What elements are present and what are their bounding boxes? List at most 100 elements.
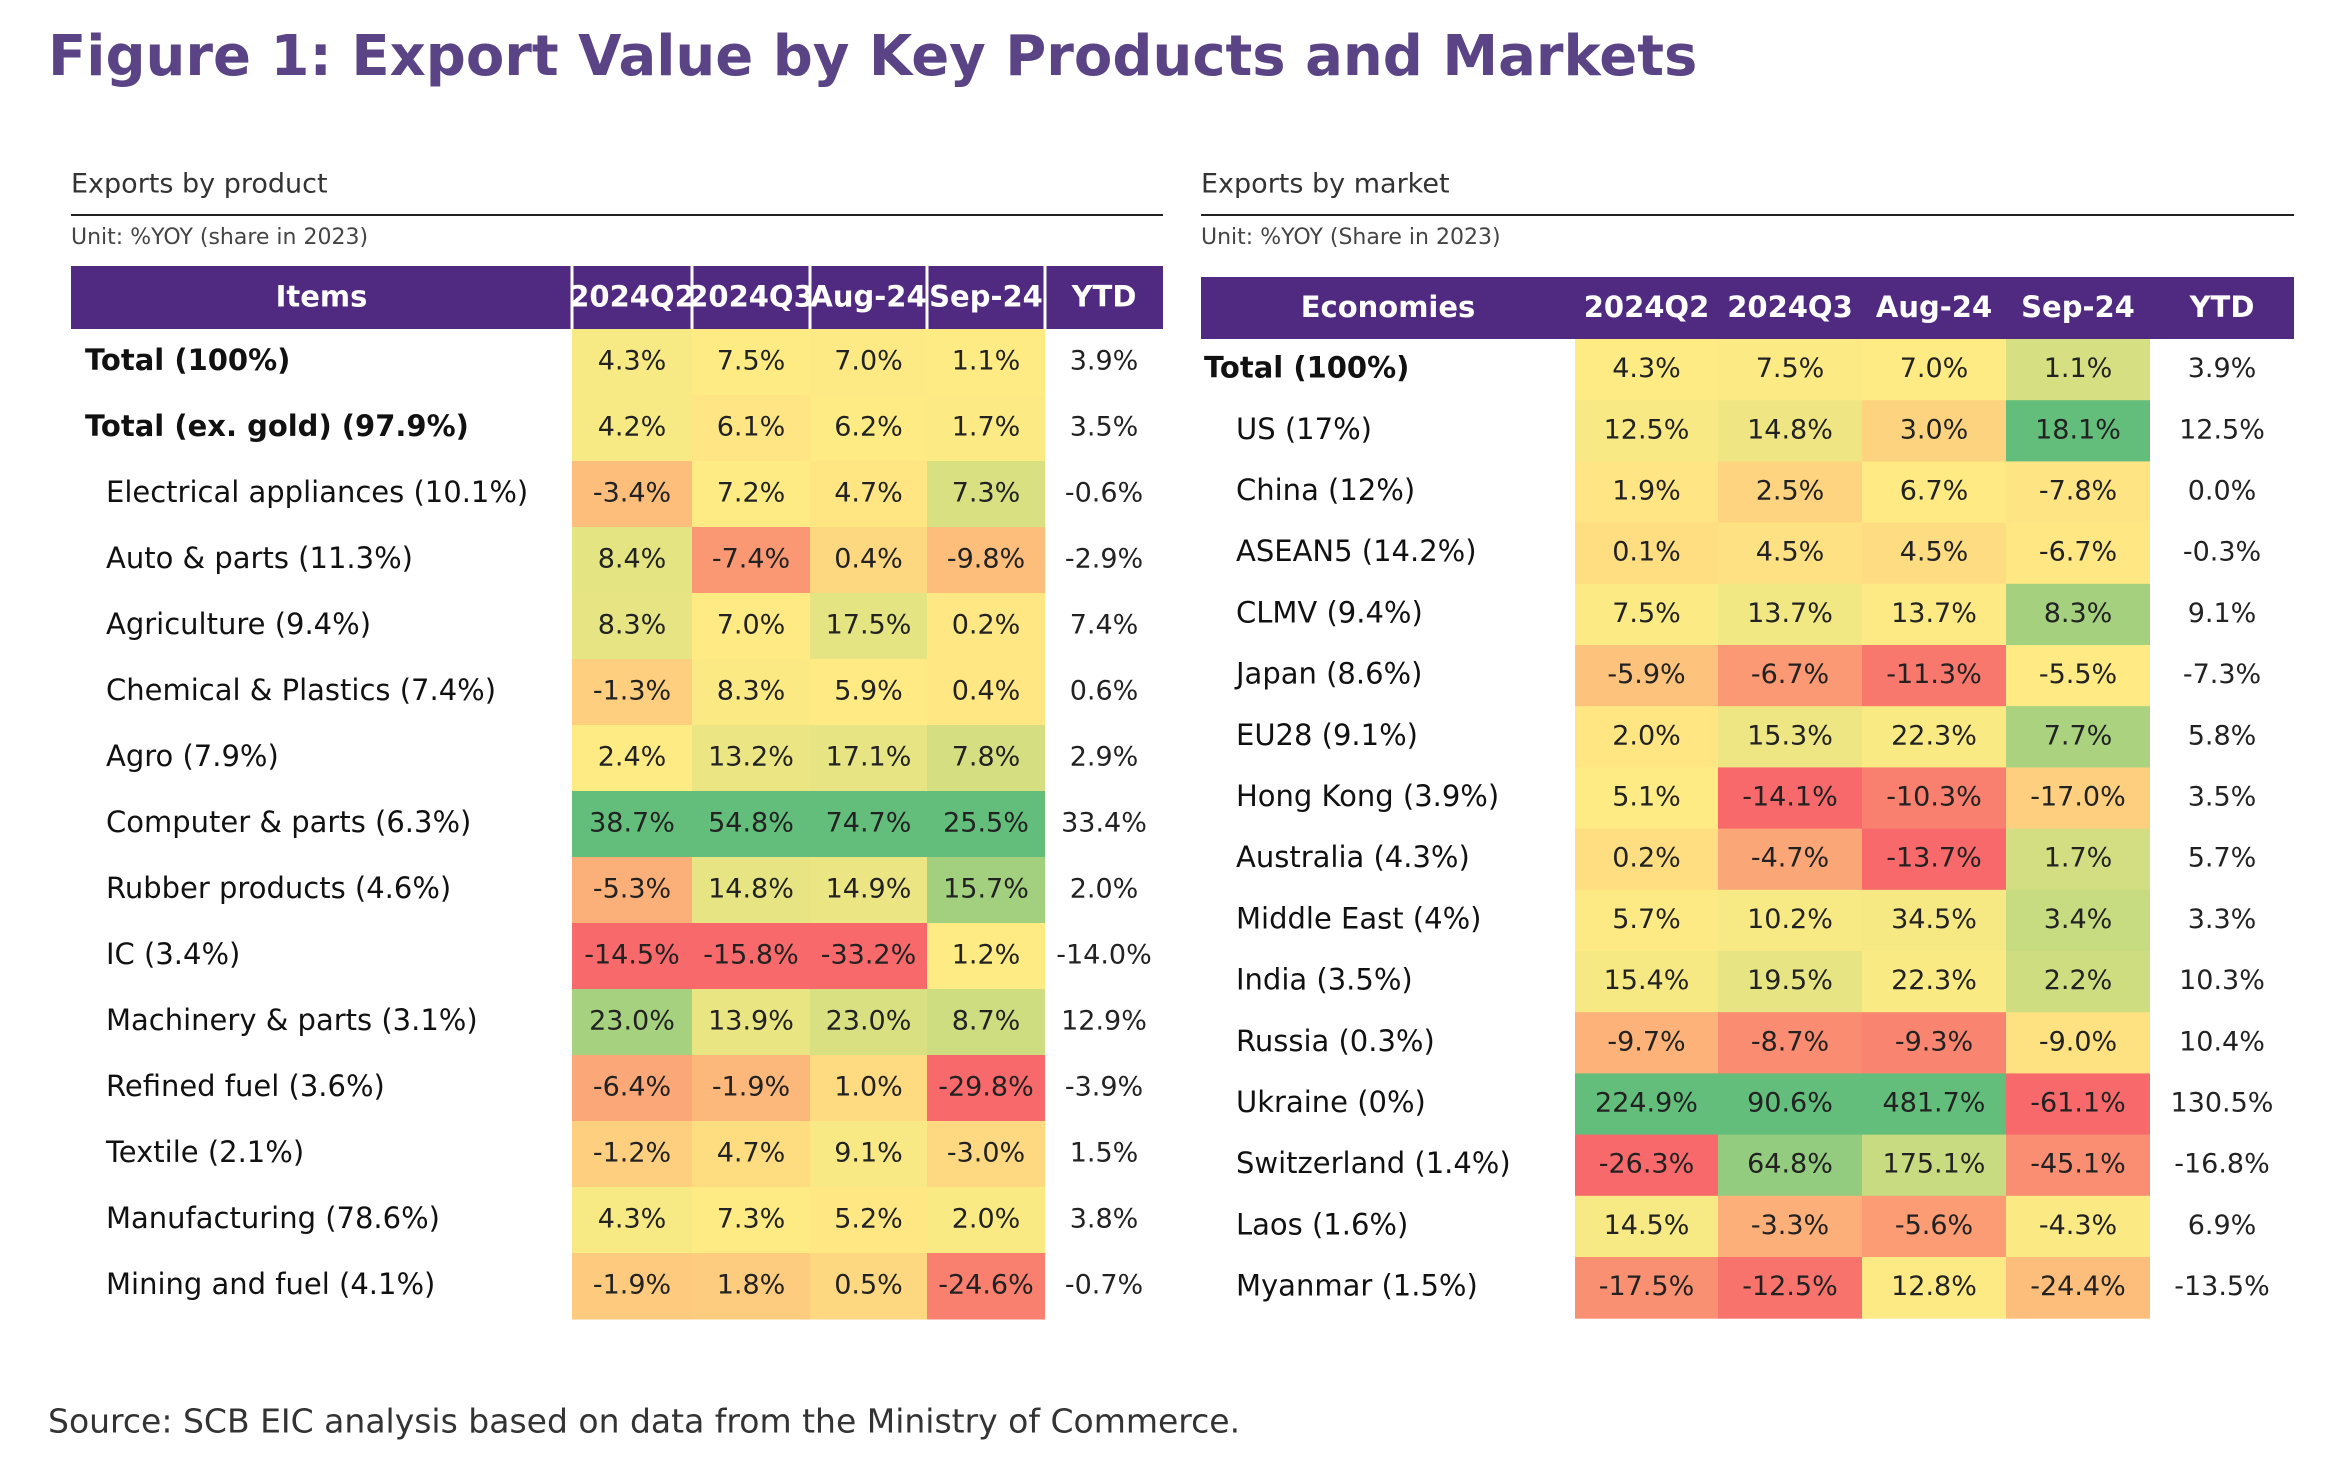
cell-value: -24.4% xyxy=(2030,1271,2126,1302)
cell-value: 54.8% xyxy=(708,808,794,839)
cell-value: 130.5% xyxy=(2171,1088,2274,1119)
row-label: Total (100%) xyxy=(1204,351,1409,385)
cell-value: 0.1% xyxy=(1612,537,1681,568)
cell-value: 90.6% xyxy=(1747,1088,1833,1119)
heat-cell xyxy=(2006,889,2150,952)
cell-value: -3.4% xyxy=(593,478,671,509)
heat-cell xyxy=(692,791,810,858)
heat-cell xyxy=(1575,461,1718,524)
cell-value: -61.1% xyxy=(2030,1088,2126,1119)
figure-title: Figure 1: Export Value by Key Products a… xyxy=(48,24,1697,89)
column-header: Aug-24 xyxy=(1876,290,1992,324)
cell-value: 1.7% xyxy=(952,412,1021,443)
heat-cell xyxy=(1718,1134,1862,1197)
heat-cell xyxy=(1862,828,2006,891)
heat-cell xyxy=(810,1187,927,1254)
cell-value: -3.3% xyxy=(1751,1210,1829,1241)
cell-value: -2.9% xyxy=(1065,544,1143,575)
cell-value: 6.1% xyxy=(717,412,786,443)
heat-cell xyxy=(572,461,692,528)
cell-value: 2.0% xyxy=(1612,720,1681,751)
column-header: 2024Q2 xyxy=(1584,290,1710,324)
cell-value: 15.4% xyxy=(1604,965,1690,996)
cell-value: 0.4% xyxy=(952,676,1021,707)
cell-value: 13.9% xyxy=(708,1006,794,1037)
cell-value: -7.8% xyxy=(2039,476,2117,507)
cell-value: 224.9% xyxy=(1595,1088,1698,1119)
heat-cell xyxy=(572,1253,692,1320)
row-label: Machinery & parts (3.1%) xyxy=(106,1003,478,1037)
heat-cell xyxy=(1575,400,1718,462)
heat-cell xyxy=(927,923,1045,990)
cell-value: 12.8% xyxy=(1891,1271,1977,1302)
cell-value: -9.8% xyxy=(947,544,1025,575)
cell-value: -13.5% xyxy=(2174,1271,2270,1302)
cell-value: 8.3% xyxy=(598,610,667,641)
cell-value: 5.2% xyxy=(834,1204,903,1235)
cell-value: 2.4% xyxy=(598,742,667,773)
heat-cell xyxy=(2006,1195,2150,1258)
row-label: Total (100%) xyxy=(85,343,290,377)
heat-cell xyxy=(810,725,927,792)
heat-cell xyxy=(2006,1134,2150,1197)
header-row xyxy=(1201,277,2294,339)
cell-value: -4.7% xyxy=(1751,843,1829,874)
cell-value: -14.0% xyxy=(1056,940,1152,971)
cell-value: -14.5% xyxy=(584,940,680,971)
heat-cell xyxy=(572,1055,692,1122)
cell-value: -4.3% xyxy=(2039,1210,2117,1241)
heat-cell xyxy=(1862,1012,2006,1074)
heat-cell xyxy=(1718,951,1862,1013)
heat-cell xyxy=(927,1187,1045,1254)
heat-cell xyxy=(810,659,927,726)
cell-value: 7.4% xyxy=(1070,610,1139,641)
heat-cell xyxy=(692,1055,810,1122)
row-label: Textile (2.1%) xyxy=(105,1135,304,1169)
heat-cell xyxy=(572,725,692,792)
heat-cell xyxy=(1575,1012,1718,1074)
cell-value: 4.7% xyxy=(834,478,903,509)
cell-value: 6.7% xyxy=(1900,476,1969,507)
cell-value: 3.0% xyxy=(1900,414,1969,445)
heat-cell xyxy=(572,857,692,924)
heat-cell xyxy=(810,1121,927,1188)
heat-cell xyxy=(1862,1073,2006,1136)
heat-cell xyxy=(572,527,692,594)
heat-cell xyxy=(572,989,692,1056)
heat-cell xyxy=(1718,889,1862,952)
cell-value: 8.3% xyxy=(717,676,786,707)
unit-note: Unit: %YOY (share in 2023) xyxy=(71,225,368,250)
heat-cell xyxy=(1862,889,2006,952)
cell-value: 23.0% xyxy=(826,1006,912,1037)
heat-cell xyxy=(810,1253,927,1320)
heat-cell xyxy=(1862,461,2006,524)
cell-value: 0.5% xyxy=(834,1270,903,1301)
cell-value: -14.1% xyxy=(1742,782,1838,813)
heat-cell xyxy=(927,461,1045,528)
heat-cell xyxy=(2006,1012,2150,1074)
heat-cell xyxy=(2006,400,2150,462)
column-header: Sep-24 xyxy=(929,280,1043,314)
heat-cell xyxy=(810,791,927,858)
heat-cell xyxy=(1862,767,2006,830)
cell-value: -8.7% xyxy=(1751,1026,1829,1057)
cell-value: 2.5% xyxy=(1756,476,1825,507)
cell-value: -12.5% xyxy=(1742,1271,1838,1302)
heat-cell xyxy=(1575,339,1718,401)
cell-value: 7.3% xyxy=(717,1204,786,1235)
heat-cell xyxy=(692,659,810,726)
cell-value: 1.8% xyxy=(717,1270,786,1301)
row-label: Refined fuel (3.6%) xyxy=(106,1069,385,1103)
row-label: Ukraine (0%) xyxy=(1236,1085,1426,1119)
cell-value: 9.1% xyxy=(834,1138,903,1169)
cell-value: 18.1% xyxy=(2035,414,2121,445)
row-label: US (17%) xyxy=(1236,412,1372,446)
row-label: Computer & parts (6.3%) xyxy=(106,805,471,839)
cell-value: 7.5% xyxy=(717,346,786,377)
row-label: Electrical appliances (10.1%) xyxy=(106,475,528,509)
heat-cell xyxy=(2006,767,2150,830)
cell-value: 1.1% xyxy=(2044,353,2113,384)
cell-value: -9.0% xyxy=(2039,1026,2117,1057)
column-header: 2024Q3 xyxy=(1727,290,1853,324)
